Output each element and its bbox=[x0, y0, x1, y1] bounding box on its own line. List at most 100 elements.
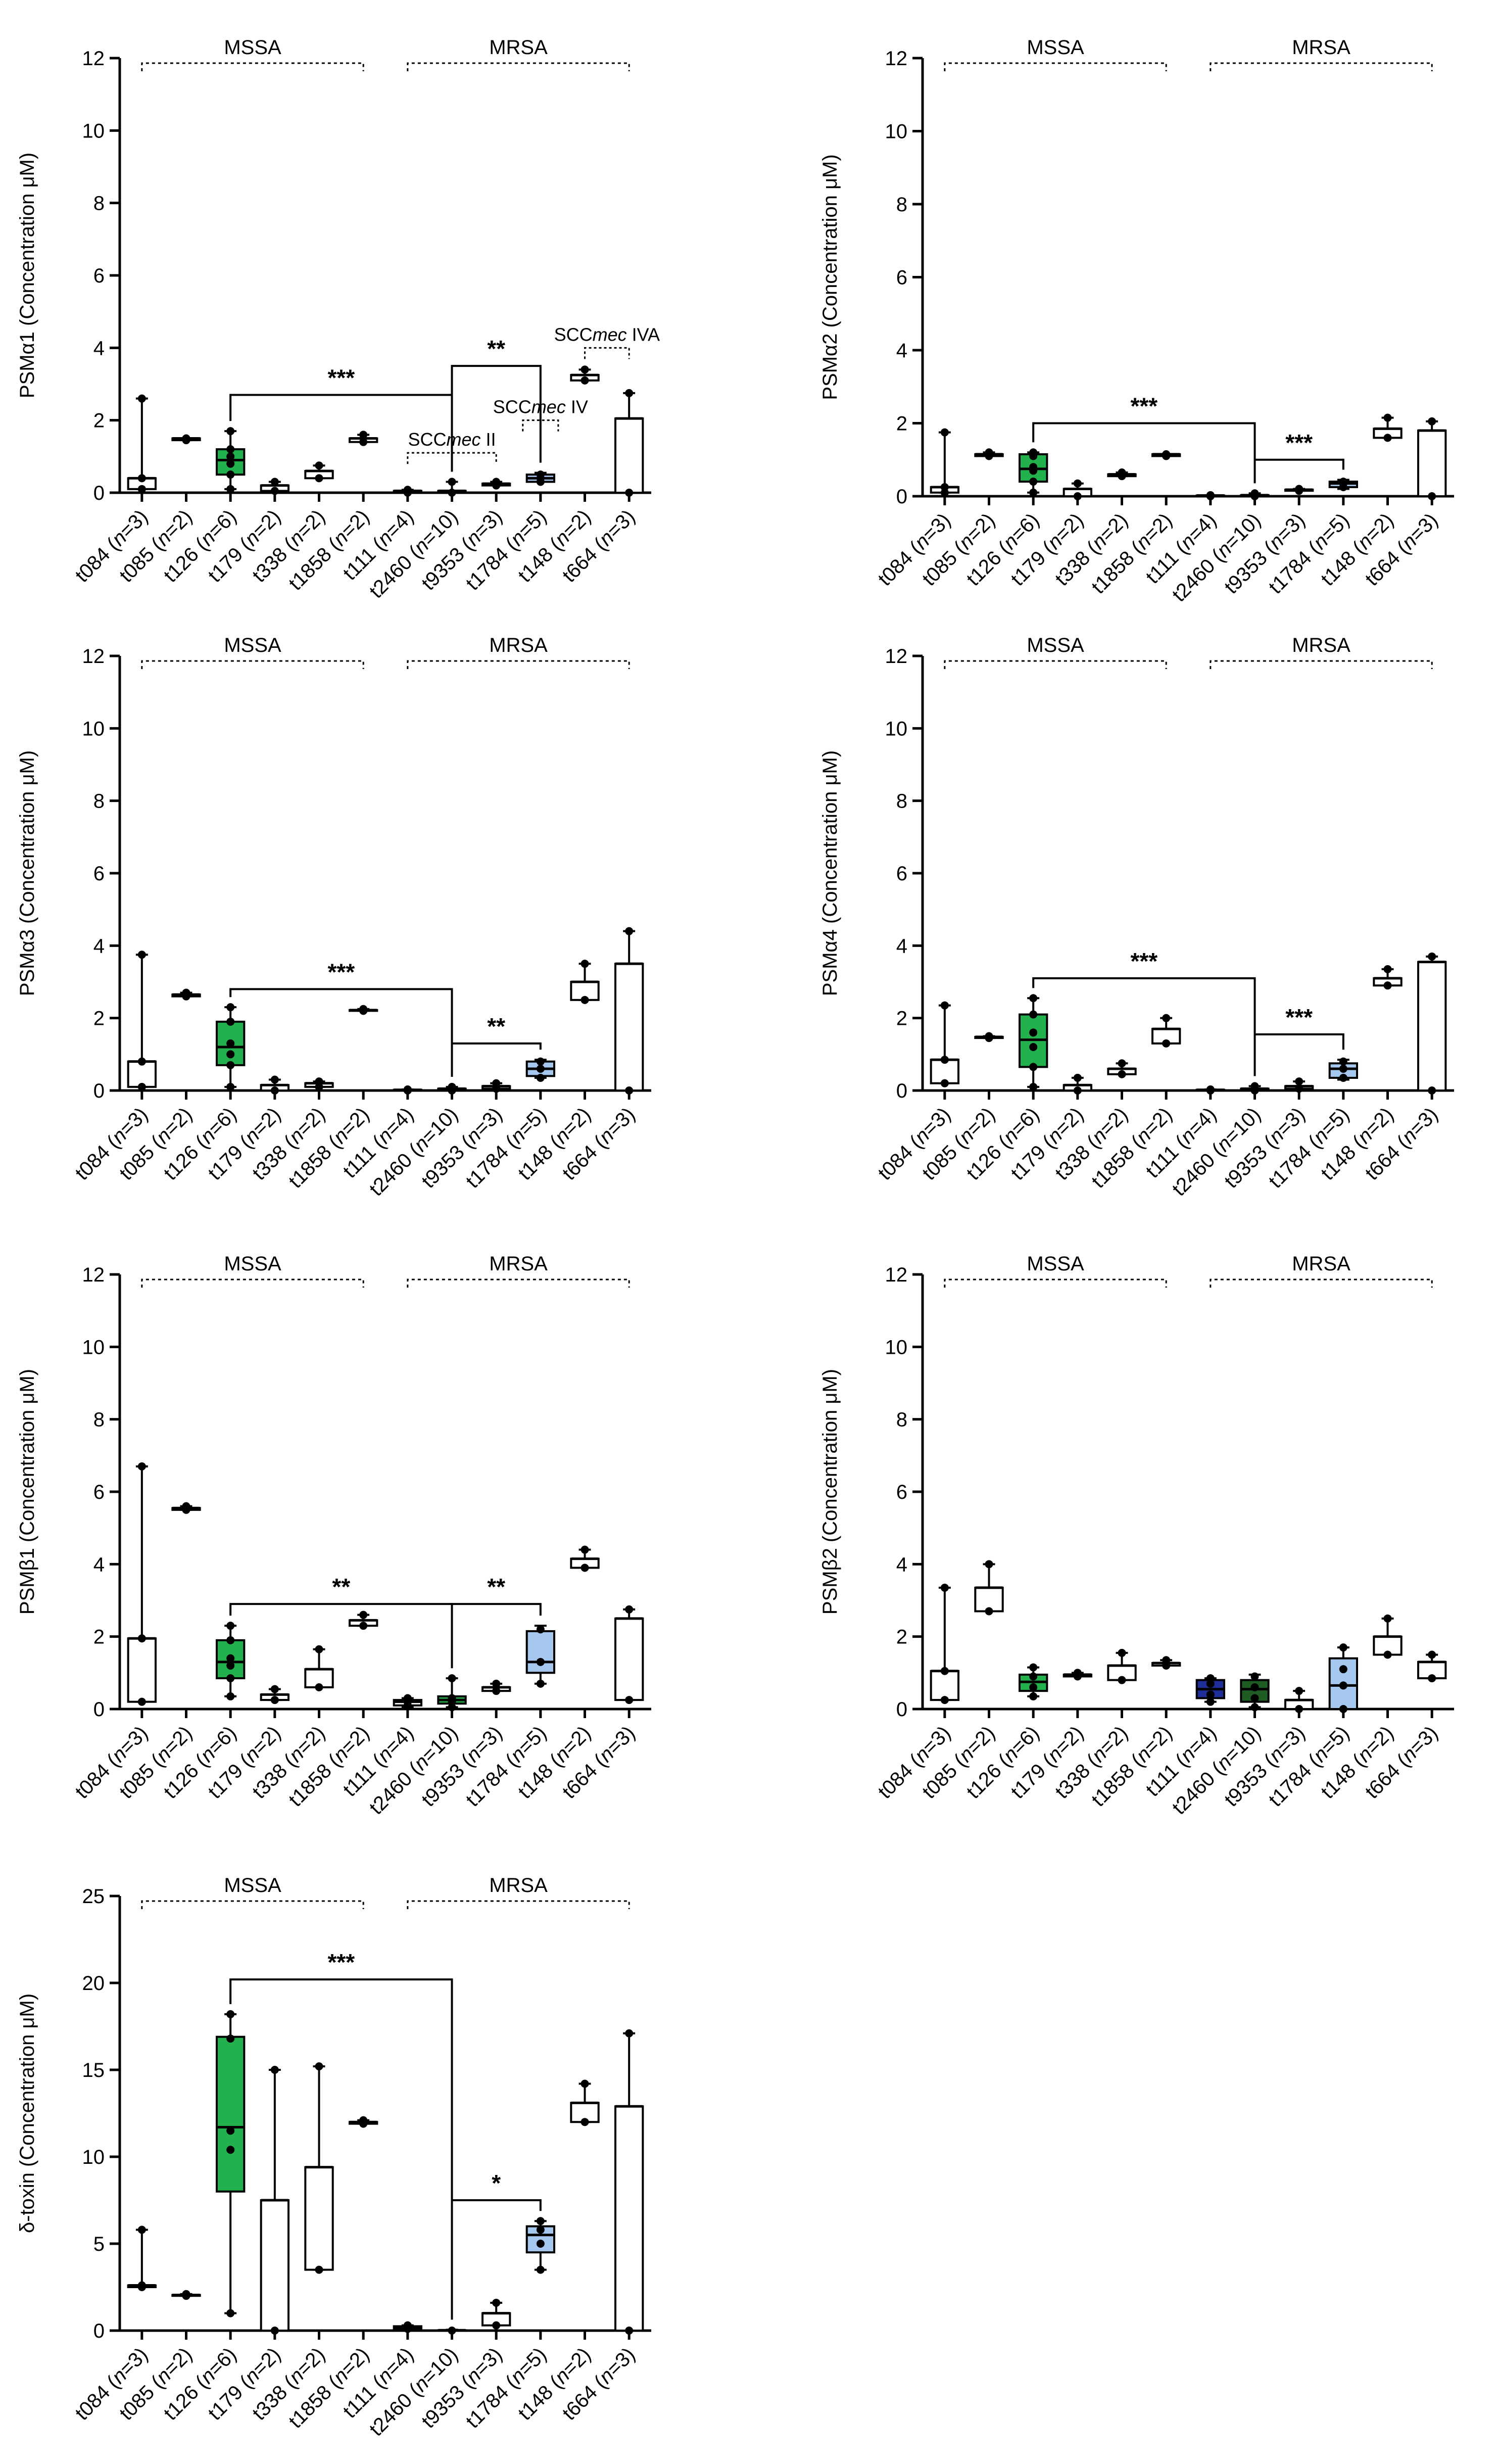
psma3-box-t126 bbox=[215, 1003, 246, 1091]
psmb1-point-t126-3 bbox=[226, 1654, 235, 1663]
psma3-point-t126-1 bbox=[226, 1061, 235, 1069]
psmb1-y-tick-label-12: 12 bbox=[82, 1264, 105, 1286]
psma1-point-t111-2 bbox=[403, 486, 412, 494]
psmb2-y-tick-label-4: 4 bbox=[896, 1553, 907, 1576]
psma4-point-t126-1 bbox=[1029, 1063, 1038, 1071]
psma3-box-t111 bbox=[393, 1085, 423, 1095]
delta-point-t664-0 bbox=[625, 2327, 634, 2335]
psma3-sig-label-0: *** bbox=[327, 959, 355, 985]
psma2-sig-label-0: *** bbox=[1130, 393, 1157, 419]
psmb1-point-t179-1 bbox=[270, 1685, 279, 1693]
psma1-box-t9353 bbox=[481, 478, 511, 490]
psma4-box-t1858 bbox=[1151, 1014, 1181, 1048]
psma2-point-t126-1 bbox=[1029, 478, 1038, 486]
psma3-y-tick-label-6: 6 bbox=[93, 863, 105, 885]
delta-sig-label-0: *** bbox=[327, 1949, 355, 1975]
psma4-point-t126-3 bbox=[1029, 1028, 1038, 1037]
psmb1-point-t084-0 bbox=[137, 1697, 146, 1706]
psma4-point-t179-0 bbox=[1073, 1086, 1082, 1095]
psmb2-point-t179-1 bbox=[1073, 1669, 1082, 1677]
delta-point-t1858-1 bbox=[359, 2116, 368, 2124]
psma1-point-t085-1 bbox=[182, 434, 190, 443]
psmb1-box-t664 bbox=[614, 1605, 644, 1704]
psma4-group-bracket-0 bbox=[944, 660, 1167, 669]
psma4-sig-label-1: *** bbox=[1285, 1004, 1313, 1030]
psma1-point-t126-2 bbox=[226, 459, 235, 468]
psmb2-point-t084-2 bbox=[940, 1583, 949, 1592]
psmb1-sig-bracket-0 bbox=[229, 1603, 453, 1669]
psma1-point-t1858-1 bbox=[359, 431, 368, 439]
psmb2-point-t126-2 bbox=[1029, 1672, 1038, 1681]
psmb1-point-t338-0 bbox=[315, 1683, 323, 1691]
psmb1-y-tick-label-8: 8 bbox=[93, 1409, 105, 1431]
delta-point-t2460-0 bbox=[448, 2327, 456, 2335]
psmb1-box-t148 bbox=[570, 1545, 600, 1572]
delta-point-t084-1 bbox=[137, 2281, 146, 2290]
psma2-y-tick-label-8: 8 bbox=[896, 194, 907, 216]
psma4-y-axis-label: PSMα4 (Concentration μM) bbox=[819, 750, 841, 996]
psma2-point-t148-0 bbox=[1383, 434, 1392, 442]
psmb2-box-t111 bbox=[1195, 1674, 1226, 1706]
psma2-y-tick-label-4: 4 bbox=[896, 340, 907, 362]
delta-y-tick-label-25: 25 bbox=[82, 1885, 105, 1908]
delta-group-label-mrsa: MRSA bbox=[489, 1874, 548, 1897]
psmb2-y-tick-label-2: 2 bbox=[896, 1626, 907, 1648]
delta-iqr-t664 bbox=[614, 2105, 644, 2332]
psma3-point-t148-1 bbox=[581, 960, 589, 968]
psmb1-point-t111-2 bbox=[403, 1694, 412, 1702]
psmb2-point-t2460-2 bbox=[1250, 1683, 1259, 1691]
psmb2-point-t126-1 bbox=[1029, 1683, 1038, 1691]
delta-point-t084-2 bbox=[137, 2225, 146, 2234]
psmb2-box-t148 bbox=[1373, 1614, 1403, 1659]
delta-box-t179 bbox=[260, 2066, 290, 2335]
psmb1-point-t1858-0 bbox=[359, 1622, 368, 1630]
psmb2-point-t2460-0 bbox=[1250, 1703, 1259, 1712]
psmb1-point-t1784-1 bbox=[536, 1657, 545, 1666]
psmb2-y-tick-label-8: 8 bbox=[896, 1409, 907, 1431]
delta-sig-bracket-0 bbox=[229, 1978, 453, 2320]
psmb1-point-t148-0 bbox=[581, 1563, 589, 1572]
psma3-box-t085 bbox=[171, 988, 201, 1001]
psmb2-box-t1784 bbox=[1328, 1643, 1359, 1713]
psma4-point-t126-4 bbox=[1029, 1010, 1038, 1019]
psmb2-point-t126-0 bbox=[1029, 1692, 1038, 1700]
psmb2-y-tick-label-12: 12 bbox=[885, 1264, 908, 1286]
delta-box-t9353 bbox=[481, 2298, 511, 2330]
psma2-point-t2460-1 bbox=[1250, 489, 1259, 498]
psma3-box-t179 bbox=[260, 1075, 290, 1095]
psmb1-y-tick-label-2: 2 bbox=[93, 1626, 105, 1648]
psma1-point-t126-0 bbox=[226, 485, 235, 493]
psmb2-point-t148-0 bbox=[1383, 1650, 1392, 1659]
psmb2-point-t338-1 bbox=[1118, 1648, 1126, 1657]
delta-box-t085 bbox=[171, 2290, 201, 2300]
psma3-point-t084-2 bbox=[137, 951, 146, 959]
psmb2-point-t084-1 bbox=[940, 1667, 949, 1675]
psmb2-box-t338 bbox=[1107, 1648, 1137, 1684]
psmb1-point-t084-1 bbox=[137, 1634, 146, 1643]
delta-y-axis-label: δ-toxin (Concentration μM) bbox=[16, 1994, 38, 2233]
psma4-point-t126-0 bbox=[1029, 1082, 1038, 1091]
psma3-box-t1784 bbox=[525, 1057, 556, 1082]
psma3-iqr-t664 bbox=[614, 963, 644, 1092]
psma3-point-t664-0 bbox=[625, 1086, 634, 1095]
psma3-point-t126-2 bbox=[226, 1050, 235, 1059]
delta-box-t1858 bbox=[348, 2116, 378, 2128]
psma1-box-t084 bbox=[127, 394, 157, 493]
psma4-point-t1784-0 bbox=[1339, 1073, 1347, 1082]
psma3-box-t084 bbox=[127, 951, 157, 1091]
psma2-point-t338-1 bbox=[1118, 468, 1126, 477]
psma3-group-bracket-1 bbox=[407, 660, 630, 669]
psmb2-point-t1784-2 bbox=[1339, 1665, 1347, 1674]
psma3-sig-label-1: ** bbox=[487, 1013, 505, 1039]
psma4-box-t179 bbox=[1063, 1073, 1093, 1095]
psma3-y-tick-label-4: 4 bbox=[93, 935, 105, 957]
delta-point-t338-1 bbox=[315, 2062, 323, 2071]
psma4-point-t9353-1 bbox=[1295, 1077, 1304, 1086]
psmb1-iqr-t084 bbox=[127, 1637, 157, 1703]
delta-box-t111 bbox=[393, 2321, 423, 2333]
psma1-box-t111 bbox=[393, 486, 423, 497]
